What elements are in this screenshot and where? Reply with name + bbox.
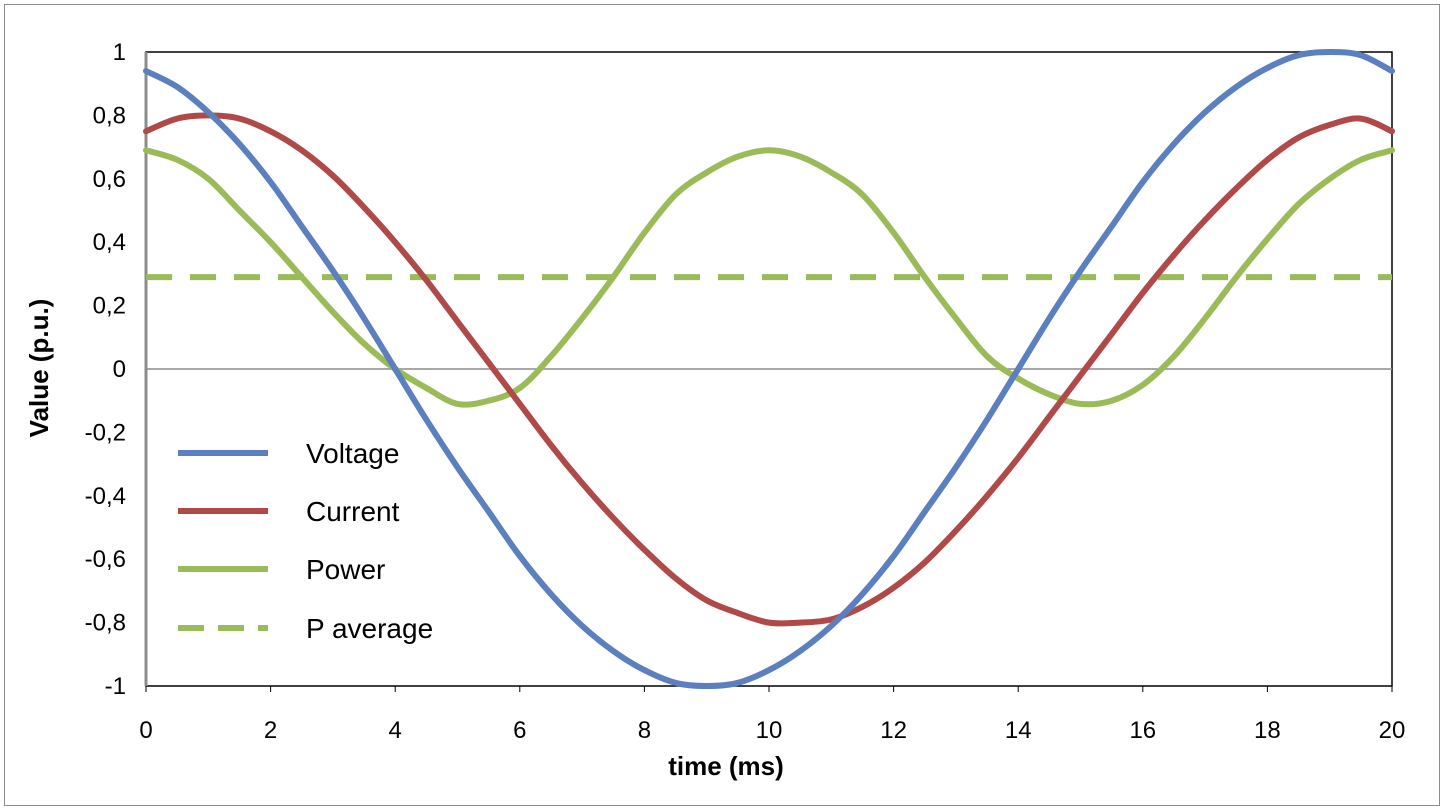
- series-power: [143, 147, 1395, 408]
- y-tick-label: -0,4: [85, 483, 126, 510]
- plot-area: [144, 51, 1393, 687]
- x-tick-label: 4: [389, 717, 402, 744]
- series-layer: [143, 49, 1395, 689]
- y-tick-label: -0,6: [85, 546, 126, 573]
- x-tick-label: 16: [1129, 717, 1156, 744]
- x-tick-label: 6: [513, 717, 526, 744]
- x-tick-label: 8: [638, 717, 651, 744]
- legend-label-p-average: P average: [306, 613, 433, 644]
- chart-frame: [4, 4, 1440, 806]
- x-tick-label: 14: [1005, 717, 1032, 744]
- legend-label-power: Power: [306, 554, 385, 585]
- y-tick-label: -1: [105, 673, 126, 700]
- x-tick-label: 20: [1379, 717, 1406, 744]
- y-tick-label: 0,4: [93, 229, 126, 256]
- x-tick-label: 18: [1254, 717, 1281, 744]
- x-tick-label: 2: [264, 717, 277, 744]
- y-tick-label: 0,6: [93, 166, 126, 193]
- x-axis-ticks: 0 2 4 6 8 10 12 14 16 18 20: [139, 686, 1405, 744]
- x-tick-label: 12: [880, 717, 907, 744]
- y-tick-label: 0: [113, 356, 126, 383]
- y-axis-title: Value (p.u.): [24, 299, 54, 438]
- series-current: [143, 112, 1395, 627]
- legend-label-current: Current: [306, 496, 400, 527]
- y-axis-ticks: 1 0,8 0,6 0,4 0,2 0 -0,2 -0,4 -0,6 -0,8 -1: [85, 39, 126, 700]
- x-axis-title: time (ms): [668, 751, 784, 781]
- legend-label-voltage: Voltage: [306, 438, 399, 469]
- y-tick-label: -0,2: [85, 419, 126, 446]
- y-tick-label: 0,2: [93, 293, 126, 320]
- y-tick-label: 1: [113, 39, 126, 66]
- y-tick-label: 0,8: [93, 102, 126, 129]
- x-tick-label: 10: [756, 717, 783, 744]
- y-tick-label: -0,8: [85, 610, 126, 637]
- x-tick-label: 0: [139, 717, 152, 744]
- series-voltage: [143, 49, 1395, 689]
- legend: Voltage Current Power P average: [178, 438, 433, 644]
